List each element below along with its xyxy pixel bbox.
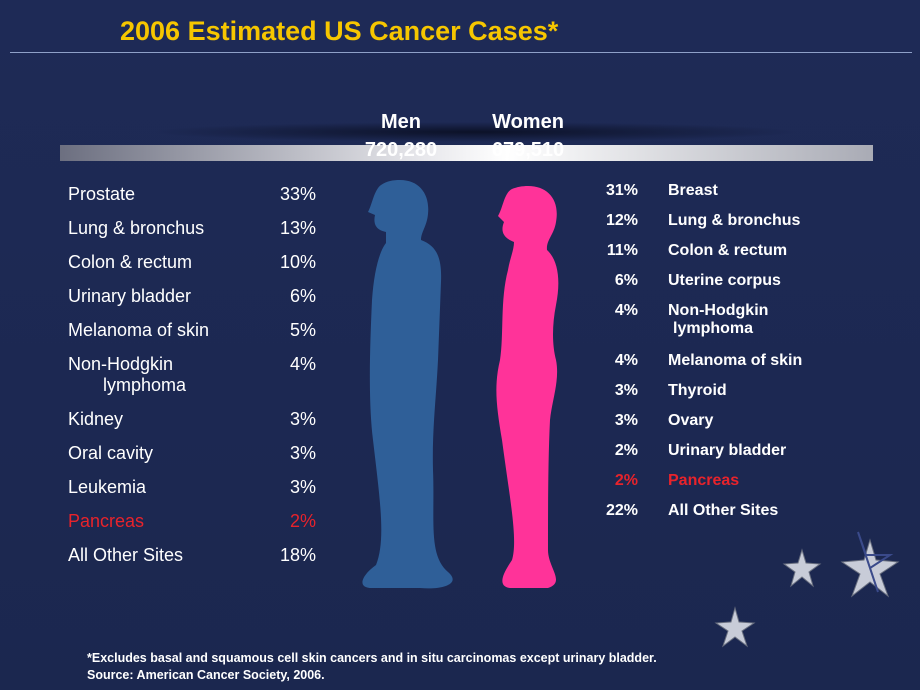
site-name-line: Breast [668,182,718,199]
site-name-line: All Other Sites [668,502,779,519]
shadow [150,122,800,142]
title-rule [10,52,912,53]
stars [714,531,900,648]
site-name-line: Oral cavity [68,443,154,463]
site-percent: 11% [606,242,638,259]
site-name-line: Prostate [68,184,136,204]
site-name-line: Thyroid [668,382,727,399]
site-name-line: Non-Hodgkin [668,302,769,319]
site-row: Urinary bladder 6% [68,286,316,307]
site-name: Colon & rectum [668,242,787,260]
site-percent: 3% [289,409,316,429]
site-percent: 3% [614,412,638,429]
site-name: Thyroid [668,382,727,400]
site-name: Non-Hodgkin lymphoma [668,302,768,338]
site-name: All Other Sites [668,502,778,520]
site-name: Urinary bladder [668,442,786,460]
site-name-line: Uterine corpus [668,272,781,289]
site-name-line: Lung & bronchus [68,218,205,238]
site-row: All Other Sites 18% [68,545,316,566]
site-percent: 5% [289,320,316,340]
site-percent: 12% [605,212,638,229]
site-row: Melanoma of skin 5% [68,320,316,341]
women-label: Women [492,111,564,133]
site-percent: 2% [614,472,638,489]
site-row: Prostate 33% [68,184,316,205]
site-name-line: lymphoma [103,375,187,395]
source: Source: American Cancer Society, 2006. [87,668,325,682]
site-name: Pancreas [668,472,739,490]
site-row: Pancreas 2% [68,511,316,532]
site-name-line: Lung & bronchus [668,212,801,229]
site-percent: 2% [614,442,638,459]
women-total: 679,510 [491,139,565,161]
man-silhouette [362,180,453,589]
site-percent: 6% [289,286,316,306]
site-percent: 4% [614,352,638,369]
site-percent: 3% [289,477,316,497]
site-name-line: Pancreas [68,511,145,531]
site-percent: 31% [605,182,638,199]
site-name-line: Urinary bladder [668,442,787,459]
site-percent: 10% [279,252,316,272]
site-name-line: Kidney [68,409,124,429]
site-name-line: lymphoma [673,320,754,337]
site-percent: 22% [605,502,638,519]
site-row: Leukemia 3% [68,477,316,498]
site-percent: 18% [279,545,316,565]
site-name-line: Non-Hodgkin [68,354,174,374]
site-percent: 4% [289,354,316,374]
site-name-line: Ovary [668,412,714,429]
site-name-line: Pancreas [668,472,740,489]
header-bar [60,145,873,161]
star [714,606,756,648]
site-name-line: Colon & rectum [668,242,788,259]
site-name-line: Melanoma of skin [68,320,210,340]
site-percent: 3% [614,382,638,399]
site-name-line: Colon & rectum [68,252,193,272]
men-total: 720,280 [364,139,438,161]
site-name-line: All Other Sites [68,545,184,565]
site-percent: 3% [289,443,316,463]
site-name-line: Leukemia [68,477,147,497]
site-percent: 13% [279,218,316,238]
site-percent: 4% [614,302,638,319]
star-outline [857,531,894,593]
site-row: Lung & bronchus 13% [68,218,316,239]
site-name-line: Urinary bladder [68,286,192,306]
site-row: Kidney 3% [68,409,316,430]
title: 2006 Estimated US Cancer Cases* [120,16,559,46]
site-name: Lung & bronchus [668,212,800,230]
site-name: Uterine corpus [668,272,781,290]
site-percent: 6% [614,272,638,289]
star [782,548,822,588]
site-name: Melanoma of skin [668,352,802,370]
footnote: *Excludes basal and squamous cell skin c… [87,651,657,665]
site-percent: 2% [289,511,316,531]
woman-silhouette [496,186,559,588]
men-label: Men [381,111,421,133]
site-percent: 33% [279,184,316,204]
site-row: Non-Hodgkin lymphoma 4% [68,354,316,396]
site-name: Breast [668,182,718,200]
site-name: Ovary [668,412,713,430]
site-row: Colon & rectum 10% [68,252,316,273]
site-name-line: Melanoma of skin [668,352,803,369]
site-row: Oral cavity 3% [68,443,316,464]
